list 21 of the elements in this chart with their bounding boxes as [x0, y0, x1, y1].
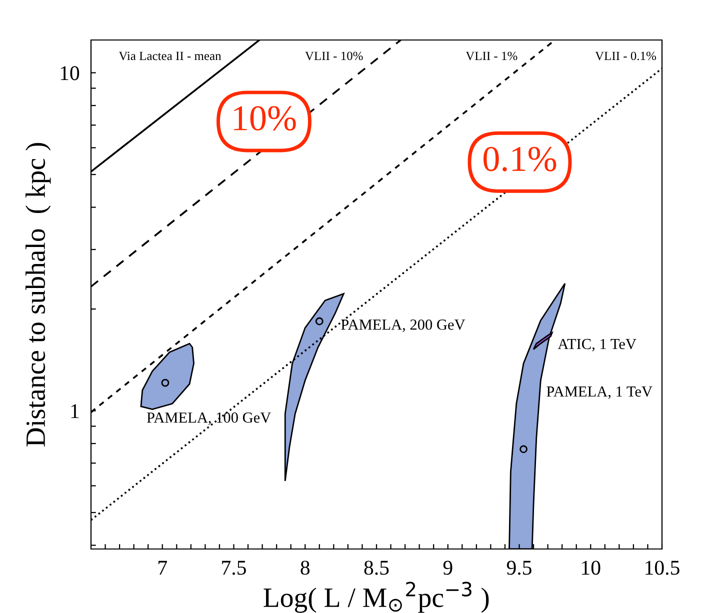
series-label: PAMELA, 100 GeV [146, 412, 271, 425]
series-label: VLII - 0.1% [595, 52, 656, 60]
x-tick-label: 8.5 [364, 560, 389, 575]
annotation: 10% [234, 106, 296, 131]
x-tick-label: 8 [300, 560, 310, 575]
series-label: Via Lactea II - mean [118, 52, 222, 60]
annotation: 0.1% [484, 146, 556, 172]
series-label: ATIC, 1 TeV [558, 338, 636, 352]
x-tick-label: 7.5 [222, 560, 246, 575]
y-axis-title: Distance to subhalo ( kpc ) [26, 142, 51, 446]
x-tick-label: 9.5 [506, 560, 532, 575]
x-axis-title: Log( L / M$_{⊙}$$^{2}$pc$^{−3}$ ) [264, 582, 489, 613]
x-tick-label: 7 [158, 560, 167, 575]
series-label: PAMELA, 200 GeV [341, 319, 466, 332]
series-label: PAMELA, 1 TeV [546, 386, 652, 399]
series-label: VLII - 10% [305, 52, 363, 60]
y-tick-label: 1 [71, 404, 79, 418]
series-label: VLII - 1% [466, 52, 518, 60]
x-tick-label: 10 [582, 560, 600, 575]
x-tick-label: 9 [443, 560, 452, 575]
x-tick-label: 10.5 [646, 560, 680, 575]
